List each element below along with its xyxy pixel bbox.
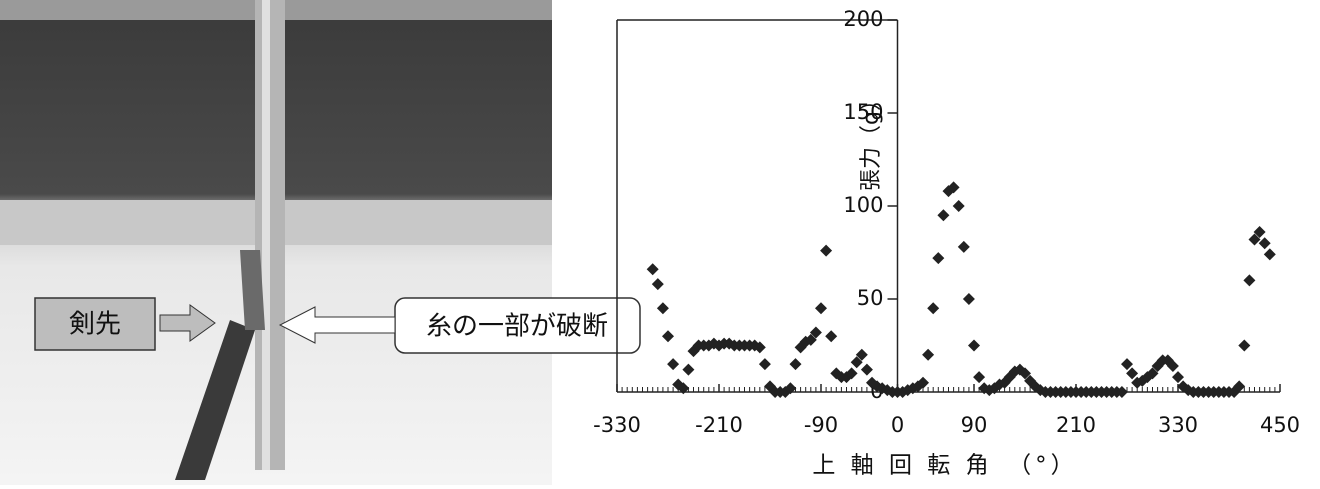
point xyxy=(790,358,802,370)
point xyxy=(647,263,659,275)
photo-label: 剣先 xyxy=(69,310,121,340)
point xyxy=(937,209,949,221)
y-tick-label: 150 xyxy=(843,100,883,124)
x-tick-label: 90 xyxy=(961,413,988,437)
chart: 張力（g） 上 軸 回 転 角 （°） 050100150200-330-210… xyxy=(593,7,1300,479)
x-axis-label: 上 軸 回 転 角 （°） xyxy=(812,453,1077,479)
point xyxy=(1172,371,1184,383)
point xyxy=(922,349,934,361)
point xyxy=(958,241,970,253)
x-tick-label: 450 xyxy=(1260,413,1300,437)
point xyxy=(973,371,985,383)
point xyxy=(667,358,679,370)
point xyxy=(825,330,837,342)
point xyxy=(968,340,980,352)
y-tick-label: 200 xyxy=(843,7,883,31)
point xyxy=(927,302,939,314)
x-tick-label: 330 xyxy=(1158,413,1198,437)
photo-label: 糸の一部が破断 xyxy=(426,312,608,342)
x-tick-label: -210 xyxy=(695,413,743,437)
y-tick-label: 100 xyxy=(843,193,883,217)
x-tick-label: 210 xyxy=(1056,413,1096,437)
point xyxy=(652,278,664,290)
point xyxy=(759,358,771,370)
x-tick-label: -330 xyxy=(593,413,641,437)
point xyxy=(682,364,694,376)
x-tick-label: 0 xyxy=(891,413,904,437)
point xyxy=(657,302,669,314)
page: 剣先 糸の一部が破断 張力（g） 上 軸 回 転 角 （°） 050100150… xyxy=(0,0,1320,485)
point xyxy=(932,252,944,264)
point xyxy=(1259,237,1271,249)
x-tick-label: -90 xyxy=(804,413,838,437)
photo xyxy=(0,0,552,485)
point xyxy=(953,200,965,212)
point xyxy=(963,293,975,305)
point xyxy=(1243,274,1255,286)
y-tick-label: 50 xyxy=(857,286,884,310)
point xyxy=(815,302,827,314)
point xyxy=(861,364,873,376)
point xyxy=(820,245,832,257)
point xyxy=(1238,340,1250,352)
point xyxy=(1264,248,1276,260)
point xyxy=(662,330,674,342)
